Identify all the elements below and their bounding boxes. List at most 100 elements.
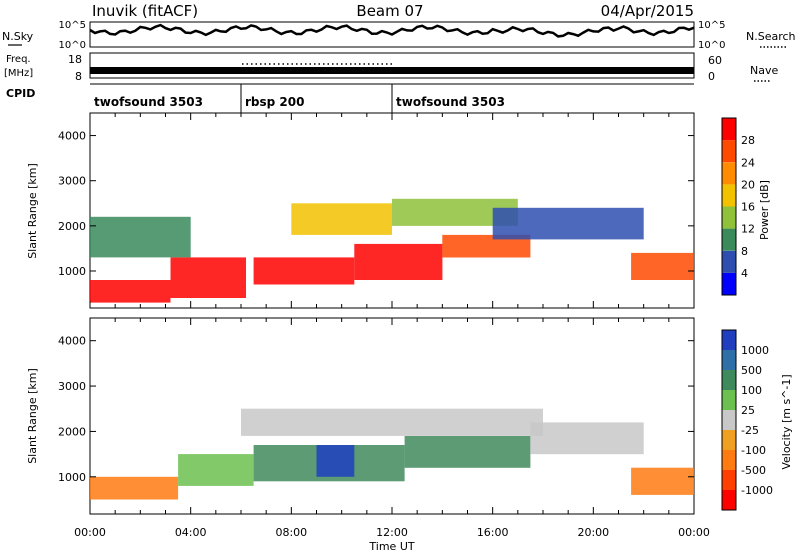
- time-tick-label: 16:00: [477, 526, 509, 539]
- beam-title: Beam 07: [356, 2, 423, 20]
- velocity-y-axis: 1000 2000 3000 4000: [58, 335, 694, 484]
- freq-unit: [MHz]: [4, 68, 33, 79]
- vel-colorbar-swatch: [722, 450, 736, 470]
- freq-strip: Freq. [MHz] 18 8 60 0 Nave: [4, 52, 778, 83]
- vel-colorbar-tick-label: -25: [741, 424, 759, 437]
- power-colorbar-tick-label: 16: [741, 201, 755, 214]
- freq-panel-frame: [89, 52, 695, 79]
- freq-tick-top: 18: [68, 53, 82, 66]
- power-colorbar-label: Power [dB]: [758, 180, 771, 240]
- power-colorbar-swatch: [722, 228, 736, 251]
- vel-colorbar-swatch: [722, 470, 736, 490]
- nave-label: Nave: [750, 64, 778, 77]
- vel-colorbar-swatch: [722, 490, 736, 510]
- power-colorbar-swatch: [722, 250, 736, 273]
- vel-echo-region: [404, 436, 531, 468]
- vel-colorbar-tick-label: -1000: [741, 484, 773, 497]
- vel-y-tick-label: 2000: [58, 425, 86, 438]
- power-y-axis: 1000 2000 3000 4000: [58, 130, 694, 278]
- power-colorbar-swatch: [722, 206, 736, 229]
- vel-colorbar-swatch: [722, 370, 736, 390]
- power-echo-region: [170, 257, 246, 298]
- vel-y-tick-label: 4000: [58, 335, 86, 348]
- nsky-tick-bottom: 10^0: [59, 40, 86, 51]
- velocity-y-label: Slant Range [km]: [26, 368, 39, 464]
- power-echo-region: [442, 234, 531, 258]
- power-x-ticks: [89, 113, 695, 308]
- vel-colorbar-tick-label: -100: [741, 444, 766, 457]
- nave-tick-bottom: 0: [708, 70, 715, 83]
- cpid-segment-label: rbsp 200: [245, 95, 304, 109]
- velocity-regions: [90, 408, 694, 500]
- time-tick-label: 20:00: [577, 526, 609, 539]
- power-colorbar-tick-label: 8: [741, 245, 748, 258]
- power-colorbar-swatch: [722, 162, 736, 185]
- cpid-label: CPID: [6, 87, 35, 100]
- power-colorbar-frame: [721, 117, 737, 296]
- power-regions: [90, 198, 694, 303]
- nave-tick-top: 60: [708, 54, 722, 67]
- power-y-tick-label: 1000: [58, 265, 86, 278]
- nsky-trace: [89, 23, 695, 38]
- freq-trace: [90, 67, 694, 74]
- vel-colorbar-swatch: [722, 350, 736, 370]
- vel-echo-region: [178, 454, 254, 486]
- velocity-panel: 1000 2000 3000 4000 Slant Range [km] 1000 50…: [26, 317, 793, 515]
- velocity-x-ticks: [89, 318, 695, 514]
- vel-y-tick-label: 3000: [58, 380, 86, 393]
- time-tick-label: 08:00: [275, 526, 307, 539]
- power-colorbar-swatch: [722, 184, 736, 207]
- nsearch-label: N.Search: [746, 30, 796, 43]
- vel-colorbar-tick-label: -500: [741, 464, 766, 477]
- cpid-segment-label: twofsound 3503: [396, 95, 505, 109]
- power-panel: 1000 2000 3000 4000 Slant Range [km] 4 8 12 16…: [26, 112, 771, 309]
- power-colorbar-tick-label: 24: [741, 156, 755, 169]
- power-y-tick-label: 2000: [58, 220, 86, 233]
- power-echo-region: [492, 207, 644, 240]
- nsky-strip: N.Sky 10^5 10^0 10^5 10^0 N.Search: [2, 20, 796, 51]
- vel-echo-region: [631, 467, 694, 495]
- vel-colorbar-swatch: [722, 390, 736, 410]
- freq-label: Freq.: [6, 54, 31, 65]
- power-colorbar-tick-label: 20: [741, 178, 755, 191]
- vel-colorbar-swatch: [722, 410, 736, 430]
- cpid-row: CPID twofsound 3503 rbsp 200 twofsound 350…: [6, 83, 694, 113]
- vel-colorbar-tick-label: 1000: [741, 344, 769, 357]
- power-y-tick-label: 3000: [58, 175, 86, 188]
- vel-colorbar-swatch: [722, 330, 736, 350]
- freq-tick-bottom: 8: [75, 70, 82, 83]
- power-colorbar-tick-label: 4: [741, 267, 748, 280]
- vel-echo-region: [316, 445, 355, 477]
- nsky-label: N.Sky: [2, 30, 34, 43]
- power-colorbar-tick-label: 28: [741, 134, 755, 147]
- power-y-label: Slant Range [km]: [26, 163, 39, 259]
- x-axis-title: Time UT: [368, 540, 414, 553]
- date-title: 04/Apr/2015: [601, 2, 694, 20]
- time-tick-label: 00:00: [678, 526, 710, 539]
- time-tick-label: 04:00: [175, 526, 207, 539]
- cpid-segment-label: twofsound 3503: [94, 95, 203, 109]
- vel-colorbar-swatch: [722, 430, 736, 450]
- vel-echo-region: [530, 422, 644, 455]
- vel-colorbar-tick-label: 25: [741, 404, 755, 417]
- power-colorbar-swatch: [722, 272, 736, 295]
- power-echo-region: [90, 216, 191, 258]
- nsky-tick-top: 10^5: [59, 20, 86, 31]
- vel-y-tick-label: 1000: [58, 471, 86, 484]
- nsearch-tick-bottom: 10^0: [698, 40, 725, 51]
- power-colorbar: 4 8 12 16 20 24 28: [721, 117, 755, 296]
- power-echo-region: [253, 257, 355, 285]
- vel-echo-region: [241, 408, 543, 436]
- time-tick-labels: 00:00 04:00 08:00 12:00 16:00 20:00 00:00: [74, 526, 710, 539]
- power-echo-region: [291, 203, 392, 235]
- velocity-colorbar-label: Velocity [m s^-1]: [780, 374, 793, 469]
- nsearch-tick-top: 10^5: [698, 20, 725, 31]
- vel-colorbar-frame: [721, 329, 737, 511]
- power-colorbar-swatch: [722, 140, 736, 163]
- vel-echo-region: [90, 476, 179, 500]
- nsky-panel-frame: [89, 21, 695, 48]
- power-colorbar-tick-label: 12: [741, 223, 755, 236]
- power-colorbar-swatch: [722, 118, 736, 141]
- power-echo-region: [90, 280, 171, 303]
